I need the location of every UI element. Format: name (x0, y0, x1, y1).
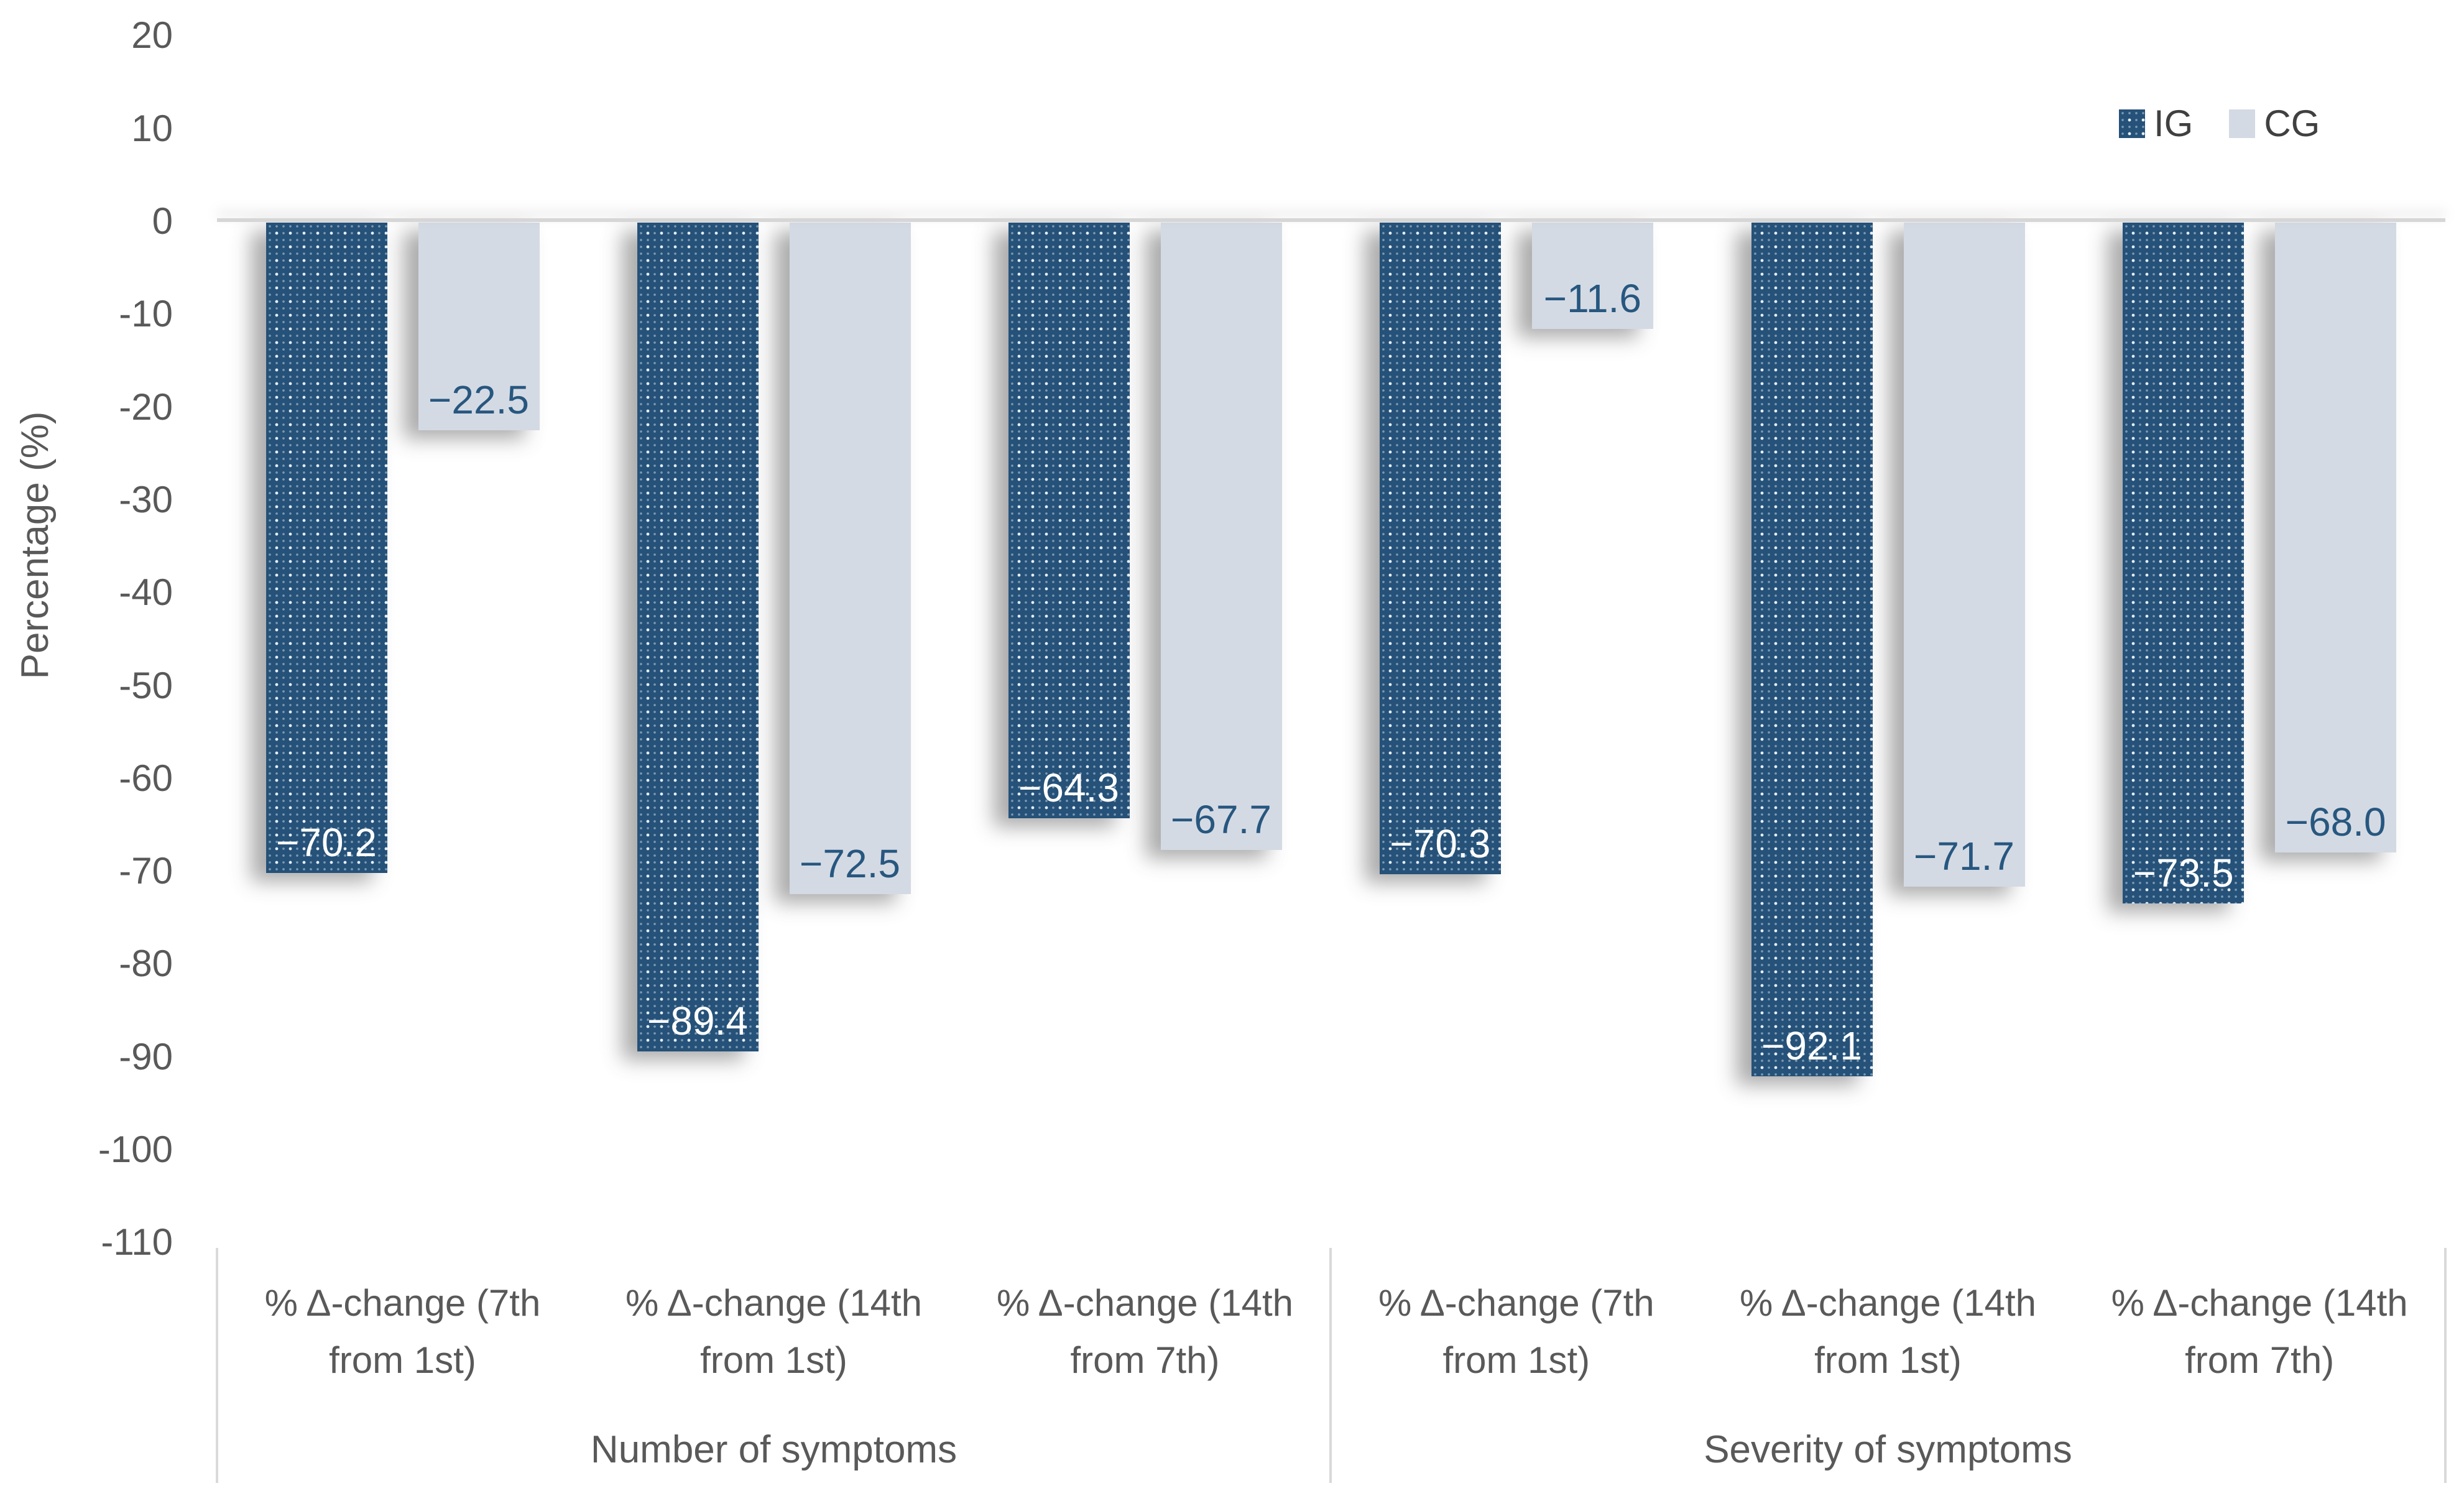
data-label-cg-4: −11.6 (1543, 276, 1641, 321)
category-divider-1 (216, 1248, 218, 1483)
y-tick-label: -20 (119, 386, 173, 428)
y-axis-title: Percentage (%) (14, 411, 57, 680)
y-tick-label: -110 (101, 1221, 173, 1263)
category-label: % Δ-change (7th from 1st) (264, 1282, 541, 1381)
y-tick-label: -40 (119, 571, 173, 614)
group-label: Severity of symptoms (1704, 1428, 2072, 1471)
y-tick-label: 0 (152, 200, 173, 242)
y-tick-label: -100 (98, 1129, 173, 1170)
y-tick-label: -70 (119, 850, 173, 892)
y-tick-label: -10 (119, 293, 173, 335)
data-label-ig-4: −70.3 (1390, 821, 1491, 866)
data-label-cg-3: −67.7 (1171, 797, 1271, 842)
y-tick-label: -90 (119, 1035, 173, 1078)
bar-ig-3: −64.3 (1008, 223, 1130, 818)
y-tick-label: 20 (131, 14, 173, 57)
data-label-ig-2: −89.4 (647, 999, 748, 1043)
y-tick-label: -60 (119, 757, 173, 799)
y-tick-label: -50 (119, 664, 173, 706)
data-label-ig-5: −92.1 (1761, 1023, 1862, 1068)
category-divider-2 (1329, 1248, 1332, 1483)
bar-ig-2: −89.4 (637, 223, 759, 1051)
data-label-ig-3: −64.3 (1018, 765, 1119, 810)
category-label: % Δ-change (14th from 7th) (996, 1282, 1294, 1381)
bar-cg-1: −22.5 (418, 223, 540, 430)
bar-cg-5: −71.7 (1903, 223, 2025, 887)
bar-ig-5: −92.1 (1751, 223, 1873, 1076)
bar-ig-1: −70.2 (265, 223, 387, 873)
bar-cg-3: −67.7 (1160, 223, 1282, 850)
y-tick-label: -80 (119, 943, 173, 985)
bar-ig-6: −73.5 (2123, 223, 2245, 903)
bar-cg-4: −11.6 (1531, 223, 1653, 329)
legend: IG CG (2119, 103, 2320, 144)
y-tick-label: -30 (119, 478, 173, 520)
category-label: % Δ-change (14th from 1st) (625, 1282, 923, 1381)
legend-swatch-ig (2119, 109, 2145, 138)
legend-label-ig: IG (2154, 103, 2194, 144)
data-label-ig-6: −73.5 (2133, 851, 2234, 895)
category-label: % Δ-change (14th from 7th) (2111, 1282, 2408, 1381)
zero-gridline (217, 218, 2445, 222)
data-label-cg-1: −22.5 (428, 377, 529, 422)
category-label: % Δ-change (14th from 1st) (1739, 1282, 2037, 1381)
legend-label-cg: CG (2264, 103, 2320, 144)
legend-swatch-cg (2229, 109, 2256, 138)
group-label: Number of symptoms (590, 1428, 957, 1471)
data-label-ig-1: −70.2 (276, 820, 377, 865)
bar-cg-2: −72.5 (789, 223, 911, 894)
bar-cg-6: −68.0 (2275, 223, 2397, 852)
data-label-cg-2: −72.5 (800, 841, 900, 886)
bar-ig-4: −70.3 (1379, 223, 1501, 874)
y-tick-label: 10 (131, 107, 173, 149)
category-divider-3 (2444, 1248, 2447, 1483)
data-label-cg-5: −71.7 (1914, 834, 2014, 879)
data-label-cg-6: −68.0 (2285, 800, 2386, 844)
category-label: % Δ-change (7th from 1st) (1378, 1282, 1654, 1381)
